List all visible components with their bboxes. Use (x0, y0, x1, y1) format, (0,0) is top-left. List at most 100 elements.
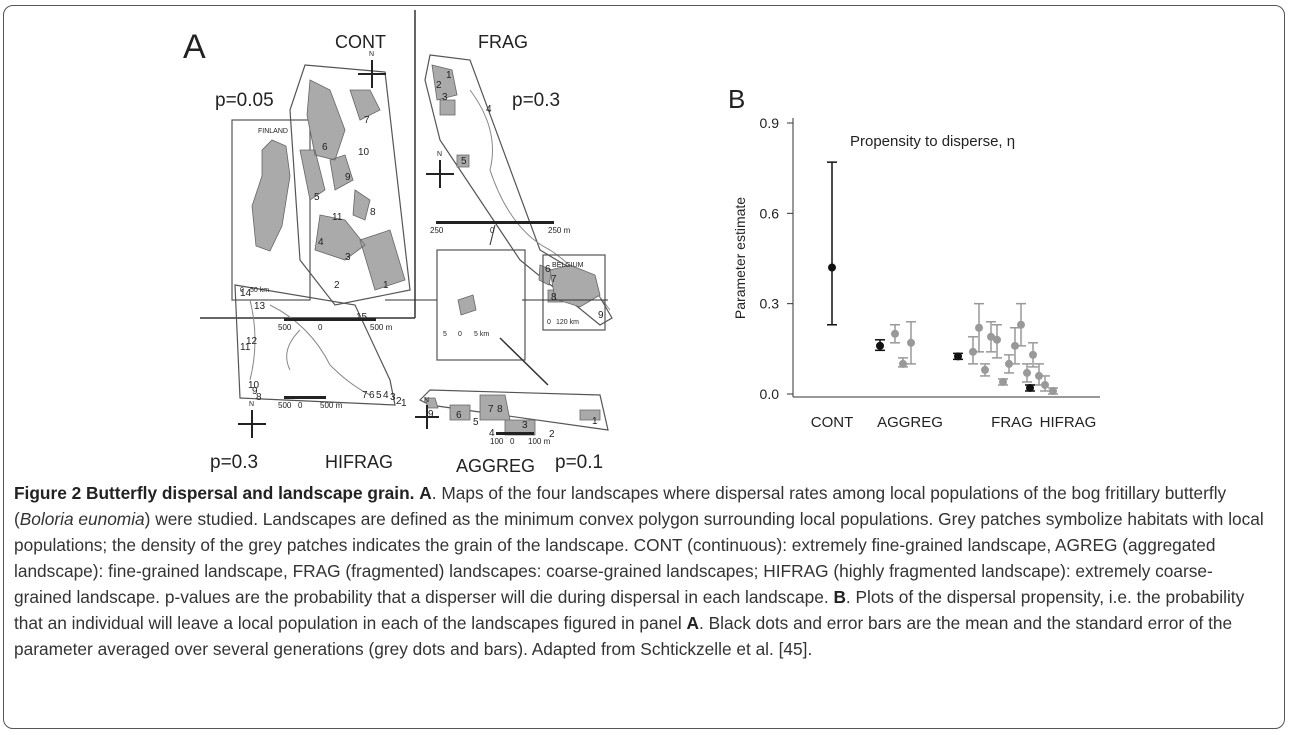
north-label: N (369, 51, 374, 58)
point (1026, 384, 1034, 392)
scale-label: 0 (490, 226, 495, 235)
scale-label: 500 (278, 401, 292, 410)
patch-number: 6 (322, 142, 328, 153)
x-tick-label: HIFRAG (1040, 414, 1097, 431)
scale-label: 500 m (370, 323, 393, 332)
scale-bar (284, 396, 326, 399)
patch-number: 1 (592, 416, 598, 427)
patch-number: 2 (436, 80, 442, 91)
scale-label: 5 (443, 331, 447, 338)
point (876, 342, 884, 350)
map-title: HIFRAG (325, 452, 393, 472)
patch-number: 1 (401, 398, 407, 409)
patch-number: 9 (428, 409, 434, 420)
x-tick-label: CONT (811, 414, 854, 431)
y-tick-label: 0.9 (760, 115, 780, 131)
p-value: p=0.3 (512, 90, 560, 111)
scale-label: 0 (318, 323, 323, 332)
patch-number: 4 (383, 390, 389, 401)
scale-bar (284, 318, 376, 321)
patch-number: 3 (345, 252, 351, 263)
scale-label: 0 (458, 331, 462, 338)
caption-ref: A (687, 613, 699, 633)
caption-ref: A (419, 483, 431, 503)
caption-title: Figure 2 Butterfly dispersal and landsca… (14, 483, 414, 503)
scale-label: 0 (547, 319, 551, 326)
patch-number: 15 (356, 312, 368, 323)
caption: Figure 2 Butterfly dispersal and landsca… (14, 480, 1264, 662)
x-tick-label: FRAG (991, 414, 1033, 431)
point (828, 264, 836, 272)
scale-label: 5 km (474, 331, 489, 338)
patch-number: 5 (314, 192, 320, 203)
scale-label: 0 (298, 401, 303, 410)
y-tick-label: 0.0 (760, 386, 780, 402)
scale-bar (496, 432, 534, 435)
caption-ref: B (833, 587, 845, 607)
patch-number: 11 (240, 342, 251, 353)
point (899, 360, 907, 368)
patch-number: 6 (369, 390, 375, 401)
point (1017, 321, 1025, 329)
patch-number: 3 (442, 92, 448, 103)
x-tick-label: AGGREG (877, 414, 943, 431)
north-label: N (249, 401, 254, 408)
chart-title: Propensity to disperse, η (850, 133, 1015, 150)
point (981, 366, 989, 374)
scale-label: 250 m (548, 226, 571, 235)
point (1029, 351, 1037, 359)
panel-label: B (728, 84, 745, 114)
scale-label: 500 (278, 323, 292, 332)
point (954, 352, 962, 360)
scale-label: 100 m (528, 437, 551, 446)
point (1049, 387, 1057, 395)
north-label: N (437, 151, 442, 158)
patch-number: 8 (370, 207, 376, 218)
point (975, 324, 983, 332)
patch-number: 10 (358, 147, 370, 158)
y-tick-label: 0.6 (760, 205, 780, 221)
patch-number: 11 (332, 212, 343, 223)
patch-number: 9 (598, 310, 604, 321)
patch-number: 4 (318, 237, 324, 248)
north-label: N (424, 397, 429, 404)
p-value: p=0.1 (555, 452, 603, 473)
panel-label: A (183, 28, 206, 66)
scale-label: 500 m (320, 401, 343, 410)
patch-number: 7 (362, 390, 368, 401)
patch-number: 7 (551, 274, 557, 285)
patch-number: 2 (334, 280, 340, 291)
patch-number: 5 (376, 390, 382, 401)
patch-number: 5 (461, 156, 467, 167)
y-axis-label: Parameter estimate (732, 197, 748, 319)
scale-label: 50 km (250, 287, 269, 294)
patch-number: 7 (488, 404, 494, 415)
point (1023, 369, 1031, 377)
point (993, 336, 1001, 344)
patch-number: 1 (383, 280, 389, 291)
scale-label: 100 (490, 437, 504, 446)
y-tick-label: 0.3 (760, 296, 780, 312)
scale-label: 250 (430, 226, 444, 235)
scale-bar (436, 221, 554, 224)
map-title: AGGREG (456, 456, 535, 476)
patch-number: 8 (551, 292, 557, 303)
scale-label: 120 km (556, 319, 579, 326)
patch-number: 8 (256, 392, 262, 403)
point (907, 339, 915, 347)
p-value: p=0.05 (215, 90, 274, 111)
point (999, 378, 1007, 386)
patch-number: 3 (522, 420, 528, 431)
point (1041, 381, 1049, 389)
point (891, 330, 899, 338)
scale-label: 0 (510, 437, 515, 446)
patch-number: 13 (254, 301, 266, 312)
patch-number: 8 (497, 404, 503, 415)
patch-number: 1 (446, 70, 452, 81)
patch-number: 5 (473, 417, 479, 428)
map-title: CONT (335, 32, 386, 52)
caption-species: Boloria eunomia (20, 509, 145, 529)
patch-number: 4 (486, 104, 492, 115)
p-value: p=0.3 (210, 452, 258, 473)
inset-title: BELGIUM (552, 262, 584, 269)
